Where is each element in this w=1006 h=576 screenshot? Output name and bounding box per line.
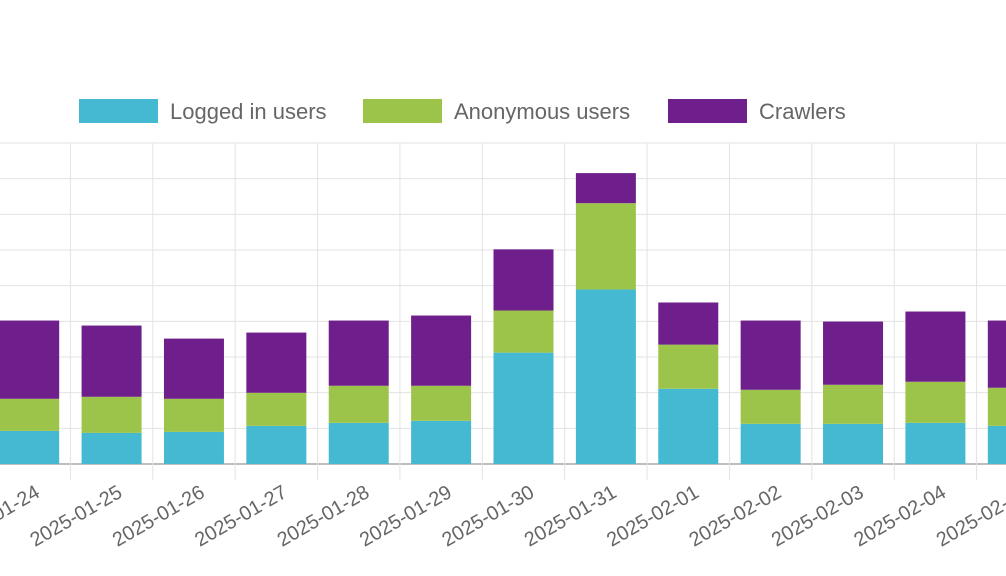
bar-logged-in-users-2025-02-05[interactable] xyxy=(987,425,1006,464)
bar-logged-in-users-2025-01-30[interactable] xyxy=(493,352,554,464)
bar-anonymous-users-2025-01-30[interactable] xyxy=(493,310,554,353)
bar-crawlers-2025-02-03[interactable] xyxy=(823,321,884,385)
bar-anonymous-users-2025-01-29[interactable] xyxy=(411,385,472,421)
x-tick-label: 2025-02-02 xyxy=(686,481,786,551)
legend-item-crawlers[interactable]: Crawlers xyxy=(668,99,846,124)
x-tick-label: 2025-01-30 xyxy=(438,481,538,551)
legend[interactable]: Logged in users Anonymous users Crawlers xyxy=(79,99,846,124)
bar-anonymous-users-2025-01-24[interactable] xyxy=(0,398,60,431)
bar-anonymous-users-2025-02-05[interactable] xyxy=(987,387,1006,426)
x-axis-ticks: 2025-01-242025-01-252025-01-262025-01-27… xyxy=(0,481,1006,551)
bar-crawlers-2025-01-27[interactable] xyxy=(246,332,307,393)
bar-logged-in-users-2025-01-25[interactable] xyxy=(81,432,142,464)
bar-anonymous-users-2025-01-27[interactable] xyxy=(246,392,307,426)
bar-anonymous-users-2025-01-25[interactable] xyxy=(81,396,142,433)
bar-anonymous-users-2025-01-31[interactable] xyxy=(575,203,636,290)
bar-crawlers-2025-01-28[interactable] xyxy=(328,320,389,386)
legend-swatch xyxy=(79,99,158,123)
bar-logged-in-users-2025-02-03[interactable] xyxy=(823,423,884,464)
x-tick-label: 2025-01-29 xyxy=(356,481,456,551)
bar-crawlers-2025-01-31[interactable] xyxy=(575,173,636,204)
bar-crawlers-2025-02-02[interactable] xyxy=(740,320,801,390)
bar-logged-in-users-2025-02-04[interactable] xyxy=(905,422,966,464)
bar-anonymous-users-2025-02-02[interactable] xyxy=(740,389,801,424)
bar-anonymous-users-2025-02-03[interactable] xyxy=(823,384,884,424)
x-tick-label: 2025-02-04 xyxy=(850,481,950,551)
x-tick-label: 2025-01-31 xyxy=(521,481,621,551)
bar-crawlers-2025-01-25[interactable] xyxy=(81,325,142,397)
x-tick-label: 2025-02-01 xyxy=(603,481,703,551)
legend-item-anonymous-users[interactable]: Anonymous users xyxy=(363,99,630,124)
bar-logged-in-users-2025-01-31[interactable] xyxy=(575,289,636,464)
bars xyxy=(0,173,1006,464)
bar-anonymous-users-2025-02-01[interactable] xyxy=(658,344,719,389)
legend-label: Anonymous users xyxy=(454,99,630,124)
bar-logged-in-users-2025-01-24[interactable] xyxy=(0,430,60,464)
bar-logged-in-users-2025-02-02[interactable] xyxy=(740,423,801,464)
bar-crawlers-2025-01-26[interactable] xyxy=(163,338,224,399)
bar-crawlers-2025-02-01[interactable] xyxy=(658,302,719,345)
bar-crawlers-2025-02-04[interactable] xyxy=(905,311,966,382)
x-tick-label: 2025-01-27 xyxy=(191,481,291,551)
bar-crawlers-2025-01-30[interactable] xyxy=(493,249,554,311)
legend-item-logged-in-users[interactable]: Logged in users xyxy=(79,99,327,124)
legend-label: Crawlers xyxy=(759,99,846,124)
bar-logged-in-users-2025-01-26[interactable] xyxy=(163,431,224,464)
bar-logged-in-users-2025-02-01[interactable] xyxy=(658,388,719,464)
bar-logged-in-users-2025-01-29[interactable] xyxy=(411,420,472,464)
bar-anonymous-users-2025-02-04[interactable] xyxy=(905,381,966,423)
x-tick-label: 2025-01-25 xyxy=(26,481,126,551)
bar-crawlers-2025-02-05[interactable] xyxy=(987,320,1006,388)
bar-logged-in-users-2025-01-28[interactable] xyxy=(328,422,389,464)
bar-logged-in-users-2025-01-27[interactable] xyxy=(246,425,307,464)
legend-swatch xyxy=(668,99,747,123)
legend-swatch xyxy=(363,99,442,123)
x-tick-label: 2025-01-28 xyxy=(274,481,374,551)
legend-label: Logged in users xyxy=(170,99,327,124)
x-tick-label: 2025-01-26 xyxy=(109,481,209,551)
x-tick-label: 2025-02-03 xyxy=(768,481,868,551)
bar-anonymous-users-2025-01-28[interactable] xyxy=(328,385,389,423)
bar-crawlers-2025-01-24[interactable] xyxy=(0,320,60,399)
bar-crawlers-2025-01-29[interactable] xyxy=(411,315,472,386)
bar-anonymous-users-2025-01-26[interactable] xyxy=(163,398,224,432)
